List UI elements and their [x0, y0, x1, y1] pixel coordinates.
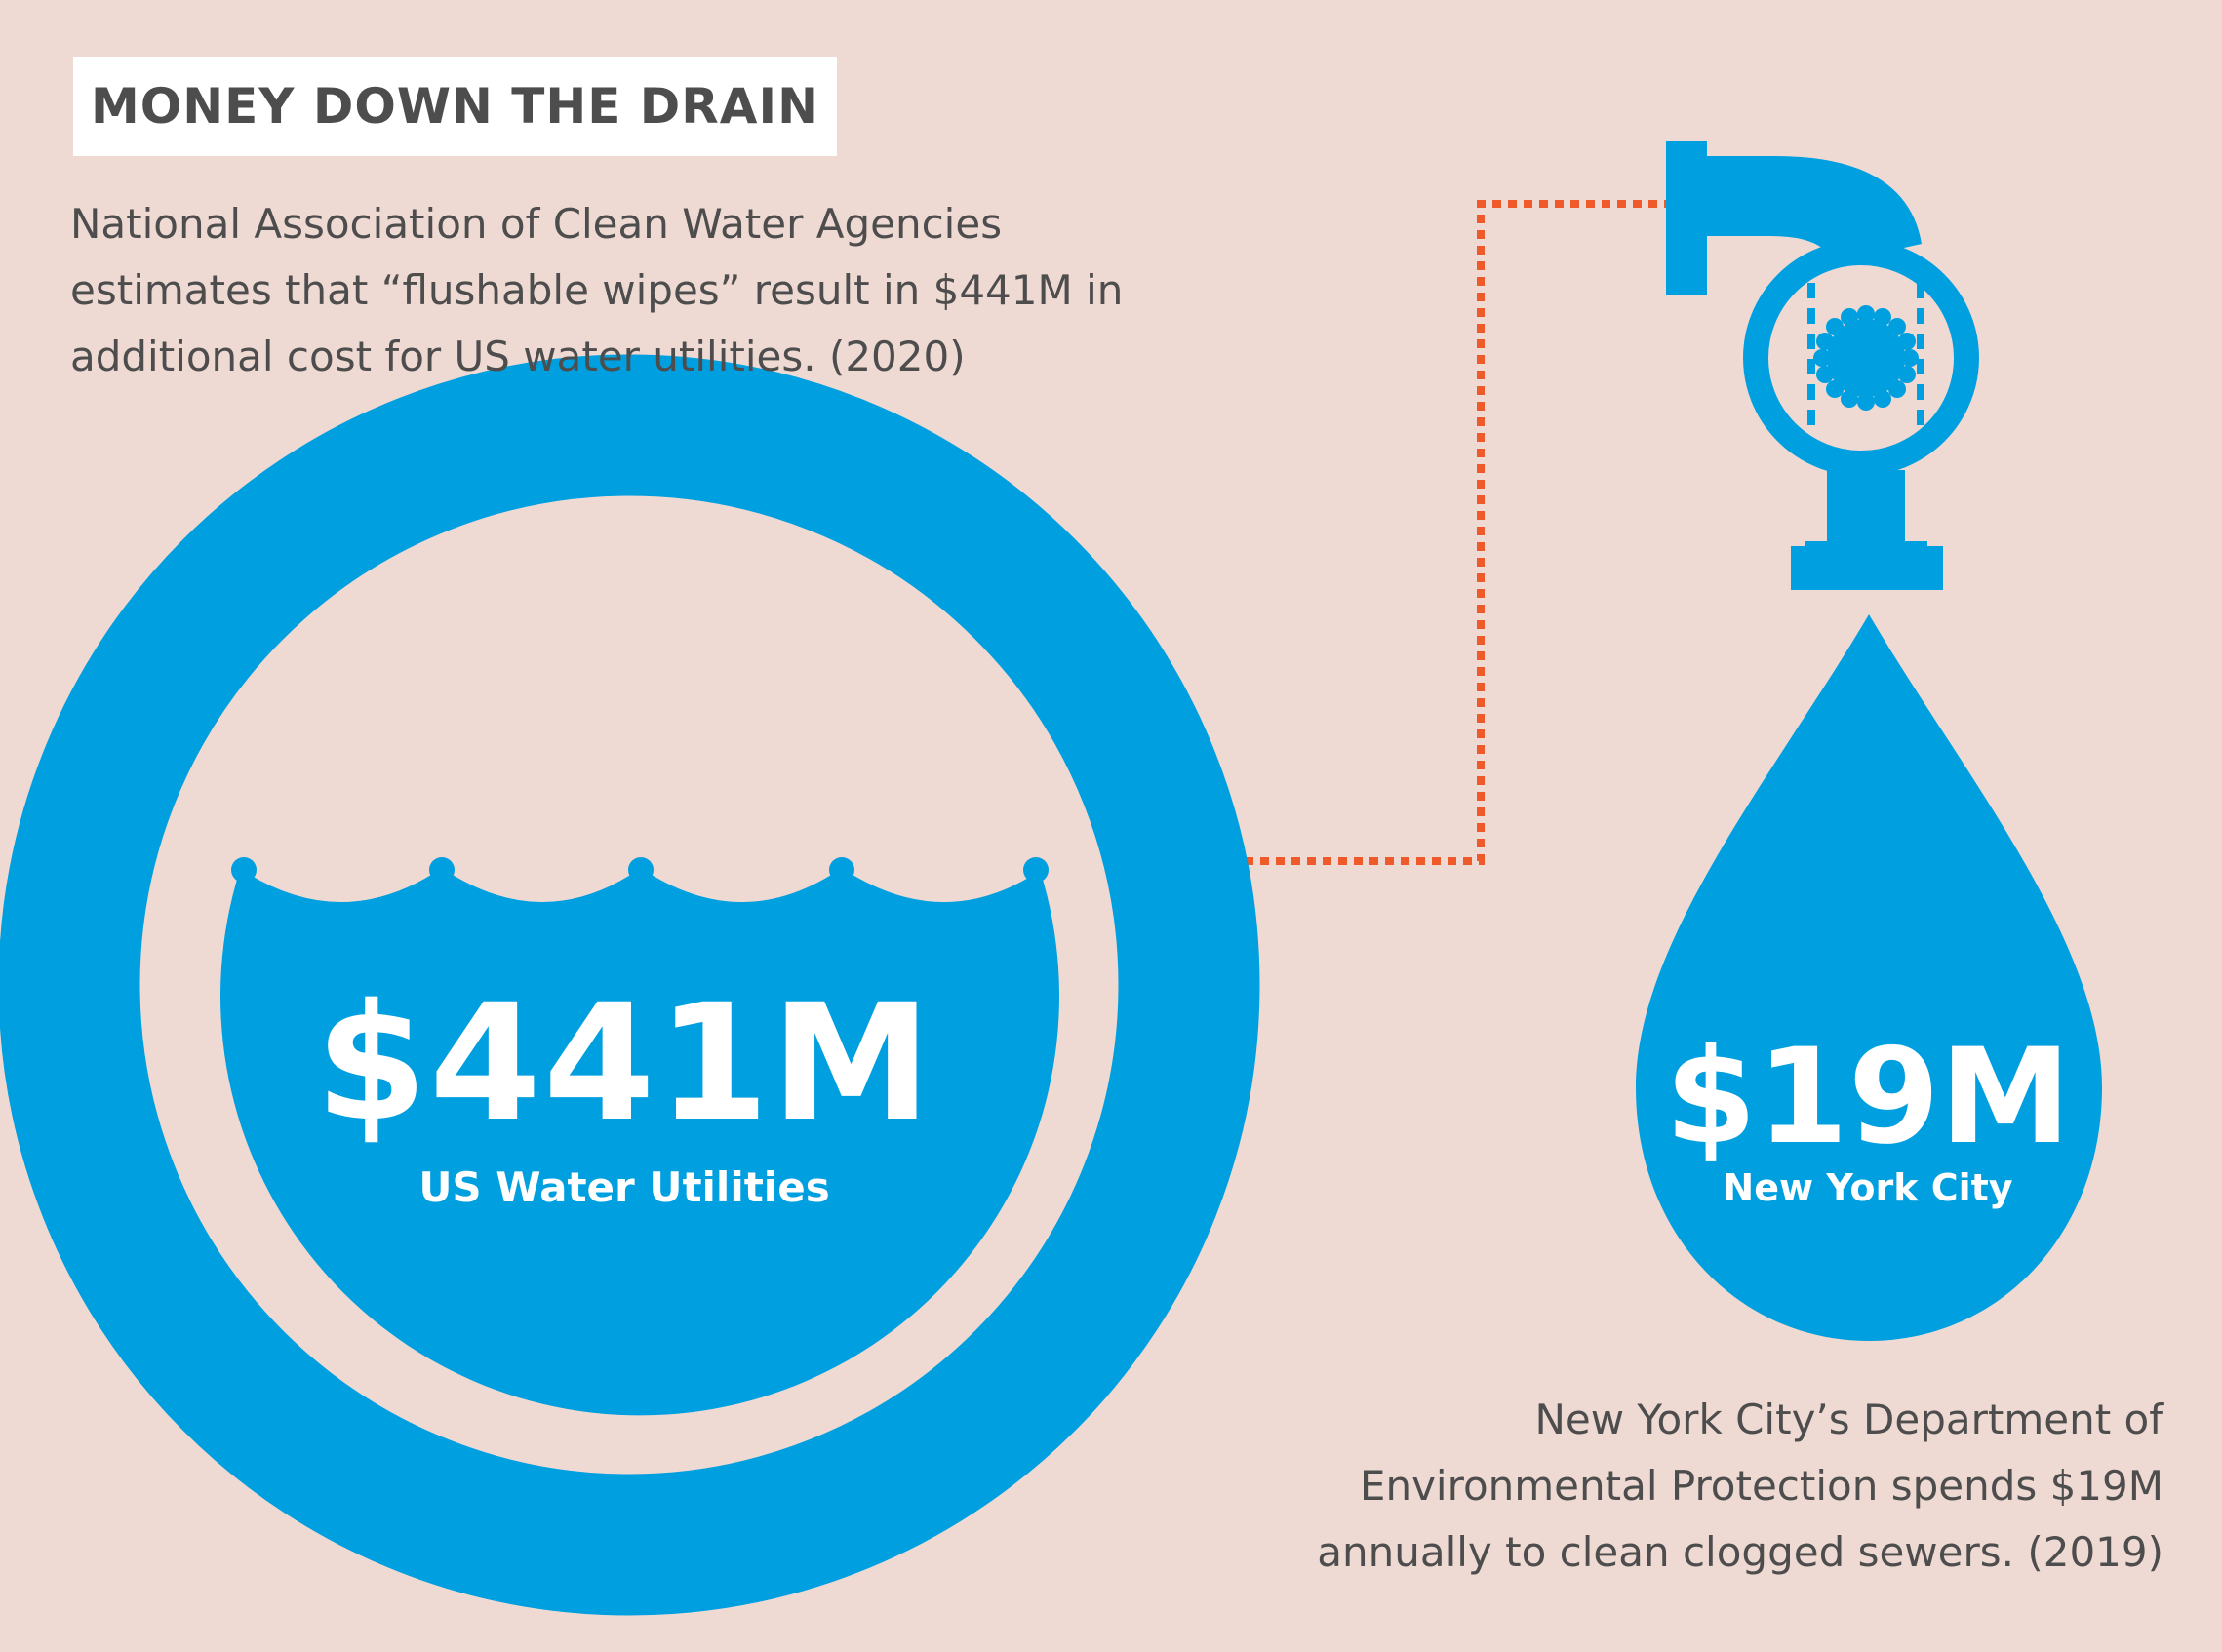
us-stat-label: US Water Utilities [418, 1163, 830, 1211]
nyc-note-paragraph: New York City’s Department of Environmen… [1091, 1387, 2163, 1586]
dotted-connector-line [1198, 200, 1668, 865]
water-fill [219, 868, 1060, 1416]
flower-grate-icon [1813, 305, 1919, 411]
intro-line: additional cost for US water utilities. … [70, 333, 966, 380]
nyc-stat-label: New York City [1723, 1166, 2013, 1209]
water-drop-icon [1636, 614, 2102, 1341]
nyc-note-line: annually to clean clogged sewers. (2019) [1317, 1528, 2163, 1576]
nyc-note-line: Environmental Protection spends $19M [1359, 1462, 2163, 1510]
intro-line: National Association of Clean Water Agen… [70, 200, 1003, 248]
page-title: MONEY DOWN THE DRAIN [91, 78, 819, 135]
nyc-note-line: New York City’s Department of [1534, 1396, 2163, 1443]
intro-line: estimates that “flushable wipes” result … [70, 266, 1124, 314]
intro-paragraph: National Association of Clean Water Agen… [70, 191, 1319, 390]
us-stat-value: $441M [315, 969, 933, 1157]
title-box: MONEY DOWN THE DRAIN [73, 57, 837, 156]
nyc-stat-value: $19M [1664, 1020, 2072, 1173]
water-circle-icon [0, 354, 1260, 1616]
drain-pipe-icon [1666, 141, 1979, 590]
outer-ring [0, 354, 1260, 1616]
